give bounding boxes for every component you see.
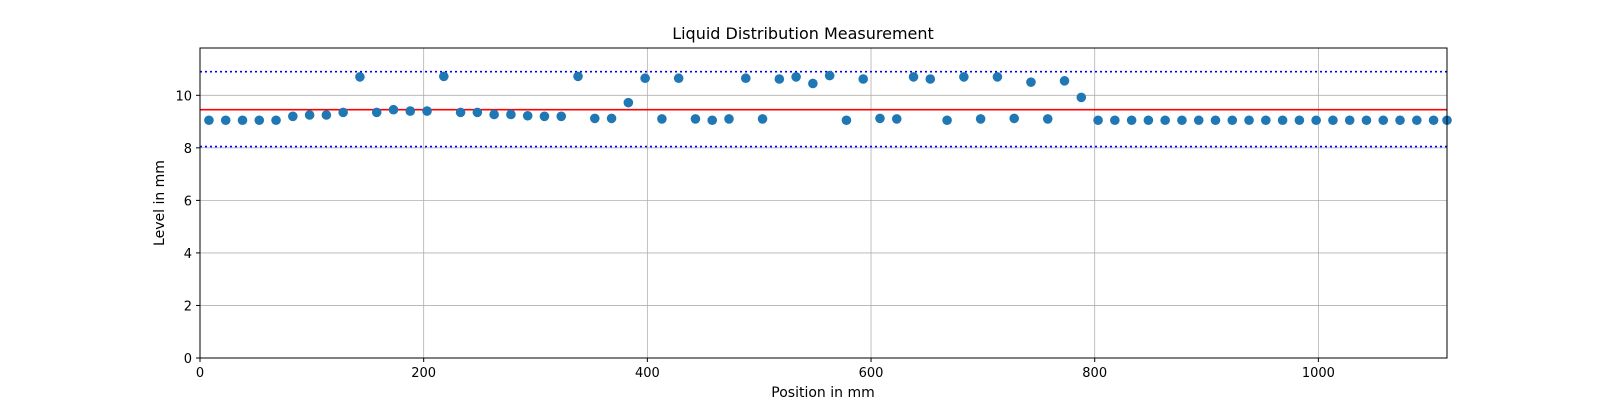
data-point [271, 115, 281, 126]
data-point [1093, 115, 1103, 126]
data-point [740, 73, 751, 84]
data-point [388, 104, 399, 115]
data-point [338, 107, 348, 118]
data-point [1244, 115, 1254, 126]
data-point [1261, 115, 1271, 126]
data-point [1277, 115, 1288, 126]
data-point [489, 109, 499, 120]
data-point [640, 73, 650, 84]
x-tick-label: 200 [411, 366, 436, 381]
x-axis-label: Position in mm [771, 385, 874, 400]
data-point [371, 107, 382, 118]
data-point [824, 70, 835, 81]
data-point [1428, 115, 1439, 126]
data-point [623, 97, 634, 108]
data-point [975, 114, 986, 124]
data-point [405, 106, 416, 116]
plot-frame [199, 47, 1448, 359]
y-axis-label: Level in mm [152, 160, 168, 246]
data-point [891, 114, 902, 124]
data-point [355, 72, 365, 82]
x-tick-label: 400 [635, 366, 660, 381]
data-point [1042, 114, 1053, 124]
data-point [288, 111, 298, 122]
data-point [1412, 115, 1422, 126]
y-tick-label: 0 [184, 352, 192, 367]
x-axis-ticks: 0 200 400 600 800 1000 [196, 358, 1335, 381]
y-tick-label: 10 [175, 89, 192, 104]
data-point [657, 114, 667, 124]
data-point [942, 115, 952, 126]
data-point [1227, 115, 1238, 126]
data-point [1294, 115, 1305, 126]
data-point [707, 115, 718, 126]
x-tick-label: 800 [1082, 366, 1107, 381]
x-tick-label: 600 [859, 366, 884, 381]
data-points [204, 70, 1452, 126]
data-point [791, 72, 801, 82]
data-point [1378, 115, 1389, 126]
data-point [1026, 77, 1036, 87]
data-point [808, 78, 818, 89]
data-point [439, 71, 449, 82]
x-tick-label: 0 [196, 366, 204, 381]
data-point [556, 111, 567, 122]
data-point [724, 114, 734, 124]
data-point [1395, 115, 1405, 126]
data-point [589, 113, 600, 124]
data-point [1344, 115, 1355, 126]
data-point [757, 114, 768, 124]
data-point [606, 113, 617, 124]
data-point [254, 115, 265, 126]
data-point [522, 110, 533, 121]
data-point [1076, 92, 1087, 103]
y-axis-ticks: 0 2 4 6 8 10 [175, 89, 200, 367]
y-tick-label: 6 [184, 194, 192, 209]
data-point [204, 115, 214, 126]
y-tick-label: 2 [184, 299, 192, 314]
data-point [875, 113, 885, 124]
data-point [1009, 113, 1019, 124]
data-point [908, 72, 919, 82]
data-point [422, 106, 432, 116]
data-point [506, 109, 516, 120]
data-point [1160, 115, 1170, 126]
data-point [321, 110, 332, 120]
data-point [841, 115, 852, 126]
data-point [1361, 115, 1372, 126]
data-point [1177, 115, 1187, 126]
data-point [1328, 115, 1338, 126]
data-point [539, 111, 550, 122]
x-tick-label: 1000 [1302, 366, 1335, 381]
data-point [472, 107, 483, 118]
data-point [455, 107, 466, 118]
data-point [858, 74, 869, 84]
data-point [673, 73, 684, 84]
data-point [1110, 115, 1120, 126]
data-point [1126, 115, 1137, 126]
chart-title: Liquid Distribution Measurement [672, 24, 934, 43]
data-point [1059, 76, 1070, 86]
data-point [774, 74, 785, 84]
data-point [959, 72, 969, 82]
data-point [690, 114, 701, 124]
data-point [992, 72, 1003, 82]
data-point [1193, 115, 1204, 126]
data-point [1143, 115, 1154, 126]
data-point [304, 110, 315, 120]
data-point [1311, 115, 1321, 126]
y-tick-label: 8 [184, 142, 192, 157]
y-tick-label: 4 [184, 247, 192, 262]
data-point [237, 115, 248, 126]
data-point [1210, 115, 1221, 126]
data-point [925, 74, 936, 84]
data-point [573, 71, 583, 82]
data-point [220, 115, 231, 126]
